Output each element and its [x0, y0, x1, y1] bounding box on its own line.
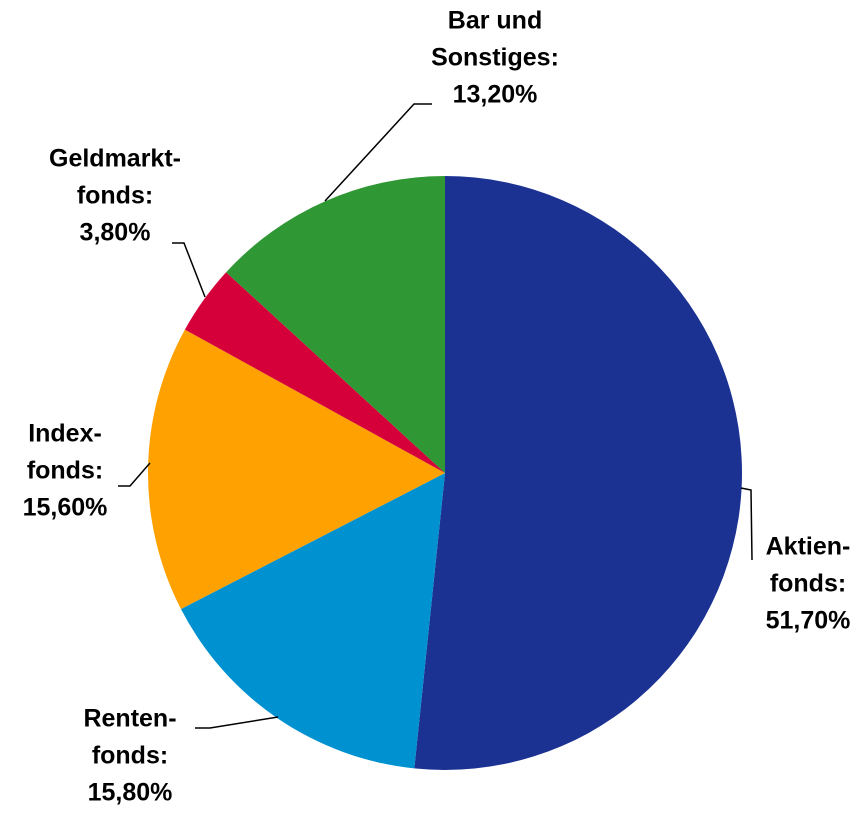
slice-label: fonds:: [27, 457, 103, 485]
slice-label: Renten-: [83, 705, 176, 733]
pie-slice: [180, 473, 446, 769]
leader-line: [195, 716, 279, 729]
value-label: 3,80%: [80, 219, 151, 247]
value-label: 51,70%: [766, 607, 851, 635]
leader-line: [118, 462, 151, 487]
leader-line: [740, 487, 753, 561]
value-label: 15,60%: [23, 494, 108, 522]
leader-line: [172, 242, 206, 298]
pie-slice: [414, 176, 743, 770]
slice-label: Sonstiges:: [431, 44, 559, 72]
pie-slice: [226, 176, 445, 473]
pie-slice: [148, 329, 445, 609]
leader-line: [324, 103, 432, 202]
slice-label: Bar und: [448, 7, 542, 35]
slice-label: fonds:: [92, 742, 168, 770]
slice-label: Aktien-: [766, 533, 851, 561]
pie-slice: [184, 272, 445, 473]
value-label: 13,20%: [453, 81, 538, 109]
value-label: 15,80%: [88, 779, 173, 807]
slice-label: Geldmarkt-: [49, 145, 181, 173]
slice-label: fonds:: [770, 570, 846, 598]
slice-label: Index-: [28, 420, 102, 448]
slice-label: fonds:: [77, 182, 153, 210]
